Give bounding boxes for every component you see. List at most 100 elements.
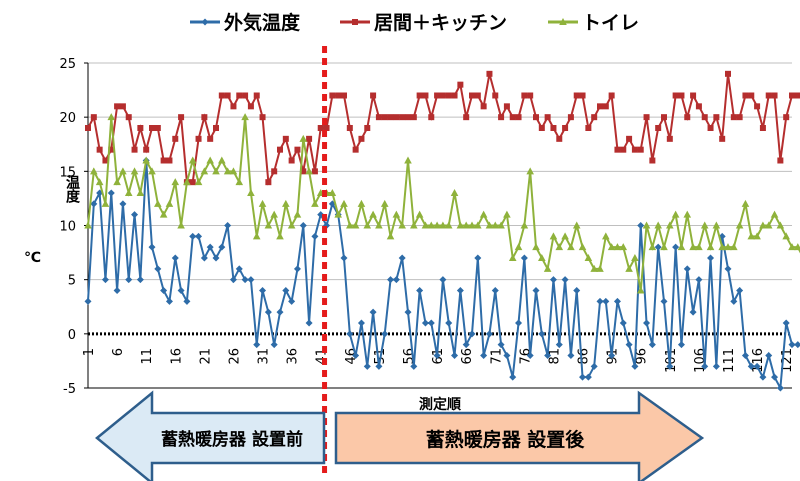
data-point bbox=[427, 319, 435, 327]
data-point bbox=[602, 232, 610, 240]
data-point bbox=[369, 210, 377, 218]
data-point bbox=[253, 92, 260, 99]
data-point bbox=[241, 276, 249, 284]
data-point bbox=[602, 103, 609, 110]
data-point bbox=[165, 297, 173, 305]
data-point bbox=[788, 341, 796, 349]
y-tick-label: -5 bbox=[63, 382, 76, 397]
data-point bbox=[90, 200, 98, 208]
data-point bbox=[509, 373, 517, 381]
data-point bbox=[561, 232, 569, 240]
data-point bbox=[218, 92, 225, 99]
y-tick-labels: -5 0 5 10 15 20 25 bbox=[59, 57, 88, 397]
data-point bbox=[398, 221, 406, 229]
data-point bbox=[85, 125, 91, 131]
data-point bbox=[614, 146, 621, 153]
data-point bbox=[107, 113, 116, 121]
data-point bbox=[166, 157, 173, 164]
data-point bbox=[159, 210, 168, 218]
data-point bbox=[538, 330, 546, 338]
data-point bbox=[573, 92, 580, 99]
data-point bbox=[666, 135, 673, 142]
data-point bbox=[666, 362, 674, 370]
data-point bbox=[549, 232, 558, 240]
data-point bbox=[439, 221, 447, 229]
data-point bbox=[404, 308, 412, 316]
data-point bbox=[293, 265, 301, 273]
data-point bbox=[642, 221, 651, 229]
y-tick-label: 0 bbox=[68, 328, 76, 343]
data-point bbox=[370, 92, 377, 99]
data-point bbox=[125, 114, 132, 121]
data-point bbox=[643, 319, 651, 327]
data-point bbox=[590, 362, 598, 370]
x-tick-label: 11 bbox=[140, 348, 155, 365]
data-point bbox=[224, 92, 231, 99]
data-point bbox=[229, 167, 238, 175]
data-point bbox=[724, 243, 732, 251]
data-point bbox=[90, 114, 97, 121]
data-point bbox=[119, 103, 126, 110]
data-point bbox=[416, 92, 423, 99]
data-point bbox=[789, 92, 795, 99]
data-point bbox=[427, 221, 436, 229]
data-point bbox=[631, 362, 639, 370]
data-point bbox=[223, 167, 232, 175]
data-point bbox=[579, 92, 586, 99]
data-point bbox=[689, 308, 697, 316]
data-point bbox=[265, 179, 272, 186]
data-point bbox=[486, 70, 493, 77]
data-point bbox=[456, 287, 464, 294]
data-point bbox=[654, 221, 662, 229]
data-point bbox=[206, 243, 214, 251]
data-point bbox=[195, 135, 202, 142]
data-point bbox=[439, 92, 446, 99]
legend-item: トイレ bbox=[548, 12, 639, 34]
before-installation-arrow: 蓄熱暖房器 設置前 bbox=[95, 390, 326, 481]
data-point bbox=[125, 276, 133, 284]
data-point bbox=[445, 92, 452, 99]
data-point bbox=[538, 125, 545, 131]
data-point bbox=[352, 146, 359, 153]
data-point bbox=[381, 114, 388, 121]
after-installation-arrow: 蓄熱暖房器 設置後 bbox=[334, 390, 705, 481]
data-point bbox=[299, 134, 308, 142]
data-point bbox=[247, 276, 255, 284]
data-point bbox=[84, 221, 92, 229]
data-point bbox=[608, 92, 615, 99]
data-point bbox=[149, 125, 155, 131]
data-point bbox=[684, 114, 691, 121]
data-point bbox=[608, 352, 616, 359]
data-point bbox=[305, 167, 313, 175]
data-point bbox=[561, 276, 569, 284]
data-point bbox=[735, 221, 744, 229]
data-point bbox=[444, 221, 453, 229]
data-point bbox=[252, 232, 261, 240]
data-point bbox=[526, 167, 534, 175]
data-point bbox=[212, 254, 220, 262]
data-point bbox=[555, 341, 563, 349]
data-point bbox=[683, 265, 691, 273]
data-point bbox=[207, 135, 214, 142]
data-point bbox=[264, 308, 272, 316]
data-point bbox=[381, 330, 389, 338]
data-point bbox=[410, 221, 418, 229]
data-point bbox=[200, 254, 208, 262]
x-axis-title: 測定順 bbox=[419, 396, 462, 413]
data-point bbox=[457, 81, 464, 88]
data-point bbox=[549, 276, 557, 284]
data-point bbox=[218, 156, 226, 164]
data-point bbox=[700, 221, 709, 229]
data-point bbox=[352, 352, 360, 359]
data-point bbox=[299, 222, 307, 229]
data-point bbox=[718, 243, 726, 251]
data-point bbox=[369, 308, 377, 316]
data-point bbox=[422, 92, 429, 99]
data-point bbox=[503, 352, 511, 359]
data-point bbox=[485, 221, 494, 229]
data-point bbox=[701, 114, 708, 121]
data-point bbox=[783, 114, 790, 121]
data-point bbox=[619, 319, 627, 327]
data-point bbox=[515, 319, 523, 327]
data-point bbox=[479, 210, 488, 218]
